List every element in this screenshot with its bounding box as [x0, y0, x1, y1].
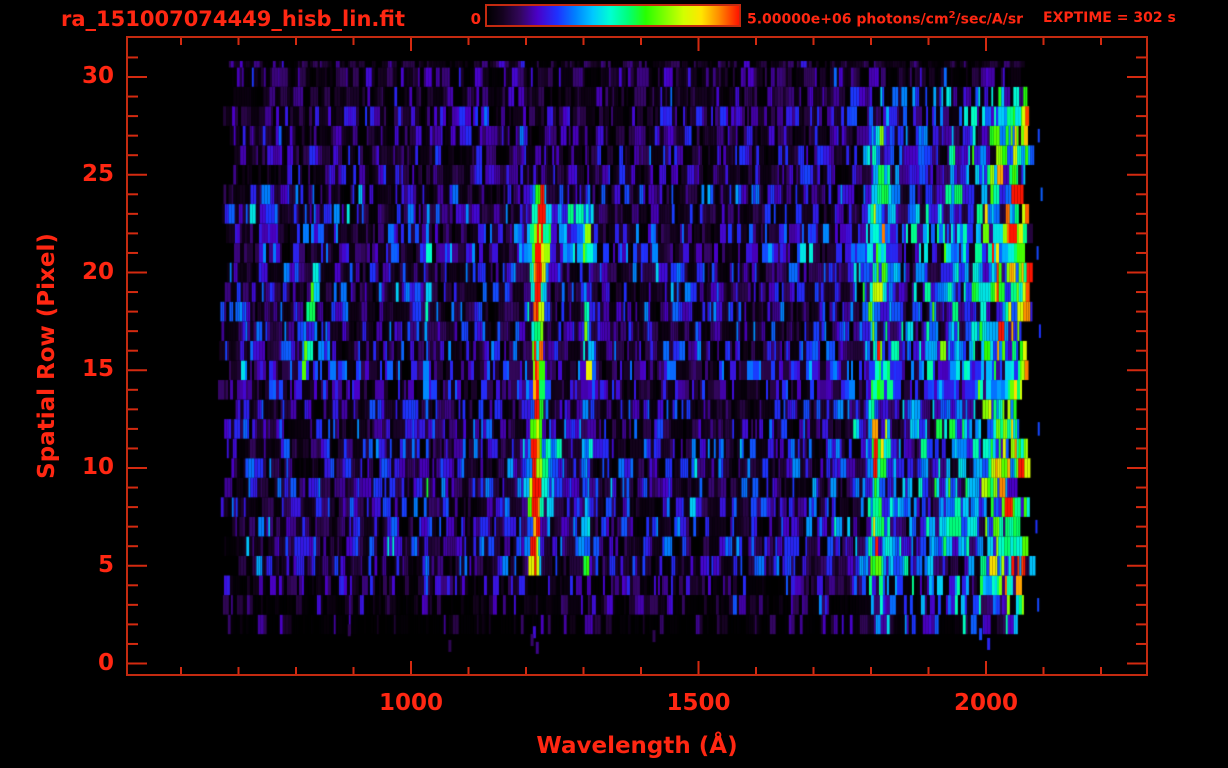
x-tick-label-1500: 1500: [666, 690, 731, 716]
y-tick-label-30: 30: [81, 63, 114, 89]
x-tick-label-1000: 1000: [378, 690, 443, 716]
y-tick-label-25: 25: [81, 160, 114, 187]
y-axis-title-text: Spatial Row (Pixel): [34, 233, 60, 479]
x-tick-label-2000: 2000: [953, 690, 1018, 716]
y-tick-label-20: 20: [81, 258, 114, 285]
plot-frame: [126, 36, 1148, 676]
y-tick-label-0: 0: [97, 649, 114, 676]
x-axis-title: Wavelength (Å): [536, 733, 738, 759]
y-tick-label-5: 5: [97, 551, 114, 578]
y-tick-label-15: 15: [81, 356, 114, 383]
y-tick-label-10: 10: [81, 454, 114, 480]
